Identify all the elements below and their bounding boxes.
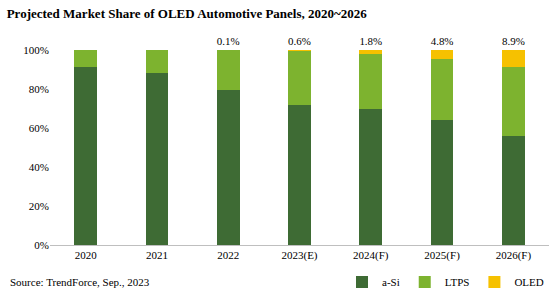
svg-text:Source: TrendForce, Sep., 2023: Source: TrendForce, Sep., 2023: [10, 276, 150, 288]
svg-text:40%: 40%: [29, 161, 49, 173]
svg-text:80%: 80%: [29, 83, 49, 95]
svg-text:2022: 2022: [217, 249, 239, 261]
svg-text:a-Si: a-Si: [382, 276, 400, 288]
svg-text:1.8%: 1.8%: [359, 35, 382, 47]
svg-text:0.6%: 0.6%: [288, 35, 311, 47]
svg-text:8.9%: 8.9%: [502, 35, 525, 47]
svg-text:2025(F): 2025(F): [424, 249, 460, 262]
svg-text:Projected Market Share of OLED: Projected Market Share of OLED Automotiv…: [7, 6, 368, 21]
svg-text:2023(E): 2023(E): [281, 249, 317, 262]
svg-text:2021: 2021: [146, 249, 168, 261]
svg-text:60%: 60%: [29, 122, 49, 134]
svg-text:4.8%: 4.8%: [431, 35, 454, 47]
svg-text:2026(F): 2026(F): [496, 249, 532, 262]
svg-text:LTPS: LTPS: [445, 276, 470, 288]
svg-text:OLED: OLED: [514, 276, 543, 288]
svg-text:0.1%: 0.1%: [217, 35, 240, 47]
svg-text:2024(F): 2024(F): [353, 249, 389, 262]
svg-text:100%: 100%: [23, 44, 49, 56]
svg-text:2020: 2020: [75, 249, 98, 261]
svg-text:20%: 20%: [29, 200, 49, 212]
svg-text:0%: 0%: [34, 239, 49, 251]
